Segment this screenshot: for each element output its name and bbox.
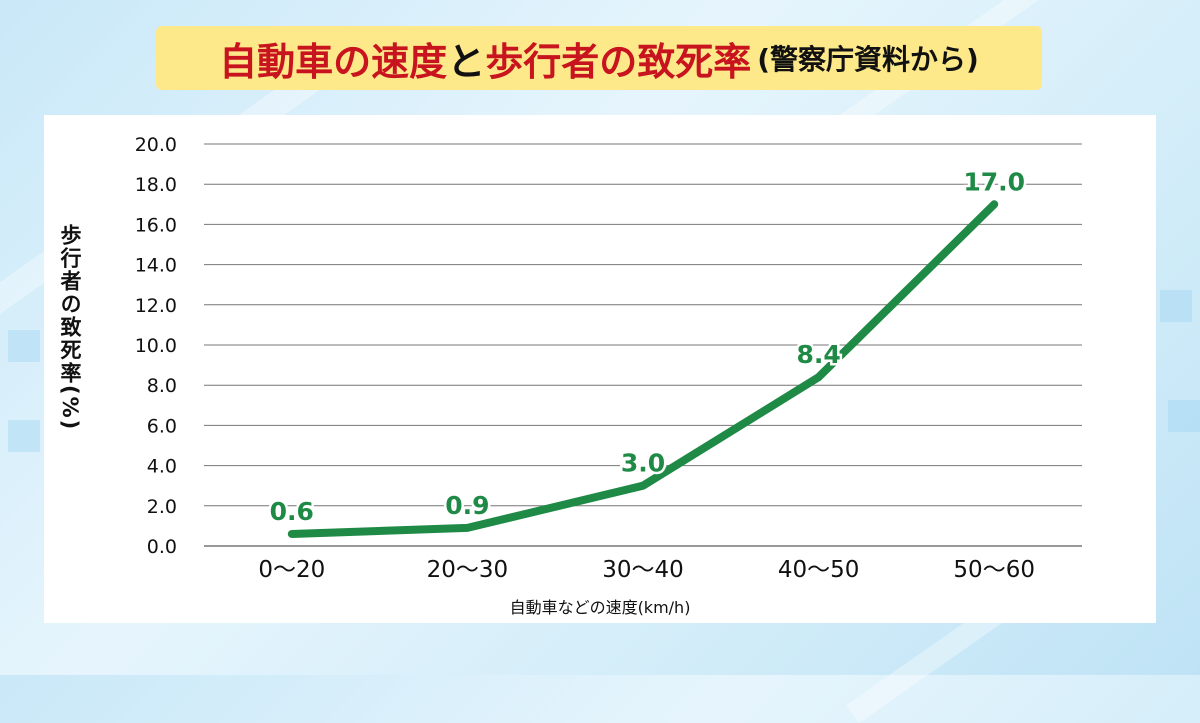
title-part-fatality: 歩行者の致死率	[485, 39, 752, 84]
x-tick-label: 30～40	[602, 557, 684, 583]
y-tick-label: 18.0	[135, 174, 177, 196]
title-part-speed: 自動車の速度	[219, 39, 448, 84]
background-tile	[1168, 400, 1200, 432]
y-tick-label: 16.0	[135, 214, 177, 236]
y-tick-label: 20.0	[135, 134, 177, 156]
y-tick-labels: 0.0 2.0 4.0 6.0 8.0 10.0 12.0 14.0 16.0 18.0 20.0	[135, 134, 177, 558]
line-chart: 0.02.04.06.08.010.012.014.016.018.020.0 …	[135, 134, 1082, 617]
background-tile	[8, 330, 40, 362]
y-tick-label: 0.0	[147, 536, 177, 558]
chart-title: 自動車の速度 と 歩行者の致死率 (警察庁資料から)	[156, 26, 1042, 90]
data-label: 17.0	[963, 167, 1025, 196]
background-tile	[1160, 290, 1192, 322]
y-tick-label: 6.0	[147, 415, 177, 437]
x-tick-label: 50～60	[953, 557, 1035, 583]
x-tick-label: 40～50	[778, 557, 860, 583]
y-tick-label: 2.0	[147, 496, 177, 518]
title-part-and: と	[447, 39, 486, 84]
y-axis-label-text: 歩行者の致死率(%)	[58, 224, 82, 432]
x-tick-label: 0～20	[258, 557, 325, 583]
x-tick-label: 20～30	[427, 557, 509, 583]
data-labels: 0.6 0.9 3.0 8.4 17.0	[267, 165, 1027, 529]
data-label: 0.9	[445, 491, 489, 520]
data-label: 8.4	[796, 340, 840, 369]
y-tick-label: 14.0	[135, 255, 177, 277]
y-tick-label: 8.0	[147, 375, 177, 397]
x-axis-label: 自動車などの速度(km/h)	[510, 598, 691, 617]
y-tick-label: 12.0	[135, 295, 177, 317]
y-tick-label: 10.0	[135, 335, 177, 357]
y-tick-label: 4.0	[147, 456, 177, 478]
data-label: 0.6	[270, 497, 314, 526]
chart-panel	[44, 115, 1156, 623]
title-source: (警察庁資料から)	[757, 43, 979, 76]
series-line	[287, 200, 999, 538]
data-label: 3.0	[621, 449, 665, 478]
y-axis-label: 歩行者の致死率(%)	[48, 224, 92, 474]
background-tile	[8, 420, 40, 452]
x-tick-labels: 0～20 20～30 30～40 40～50 50～60	[258, 557, 1035, 583]
